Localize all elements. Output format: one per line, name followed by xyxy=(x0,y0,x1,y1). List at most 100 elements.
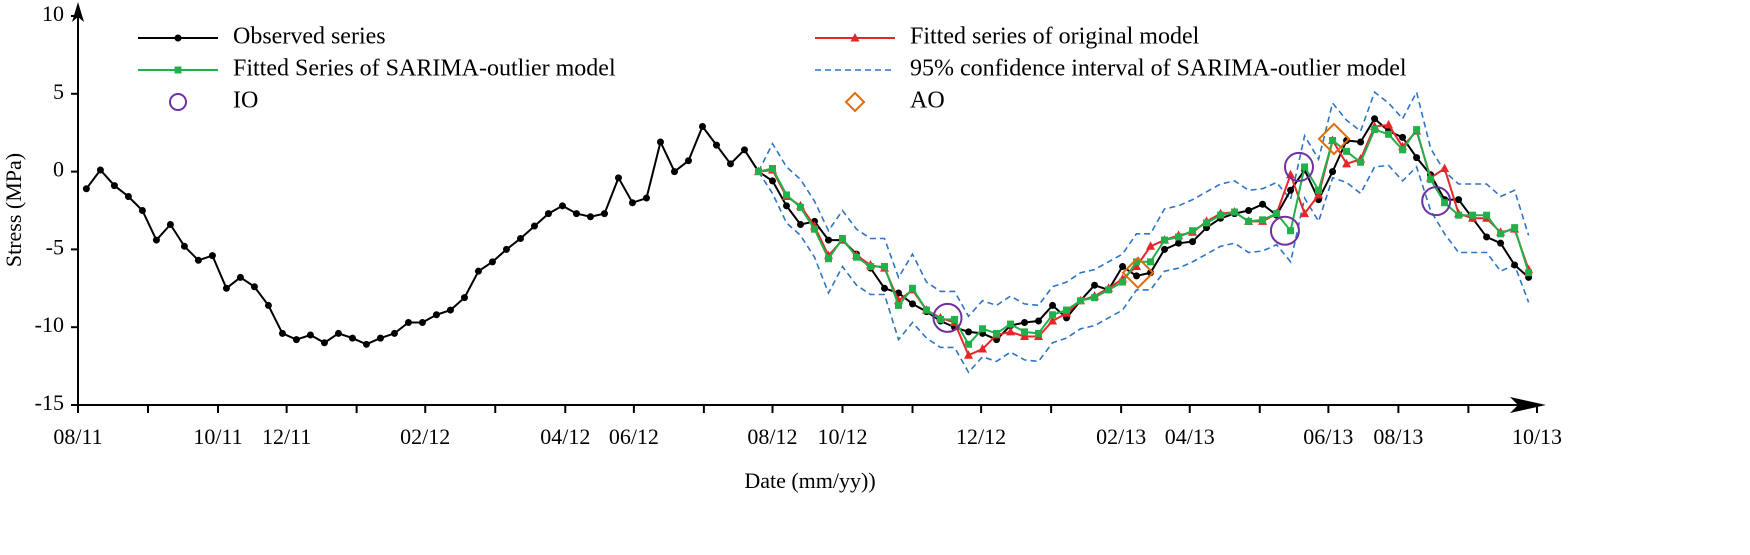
point xyxy=(951,315,959,323)
x-tick-label: 08/11 xyxy=(53,424,102,449)
point xyxy=(222,284,230,292)
point xyxy=(1175,233,1183,241)
point xyxy=(1259,200,1267,208)
series-line xyxy=(757,89,1530,318)
point xyxy=(1357,138,1365,146)
point xyxy=(1189,227,1197,235)
point xyxy=(460,294,468,302)
point xyxy=(825,255,833,263)
x-tick-label: 06/12 xyxy=(609,424,659,449)
x-tick-label: 12/12 xyxy=(956,424,1006,449)
point xyxy=(264,301,272,309)
outlier-marker xyxy=(932,302,963,333)
outlier-marker xyxy=(1269,215,1300,246)
point xyxy=(1245,217,1253,225)
point xyxy=(1035,317,1043,325)
point xyxy=(1119,263,1127,271)
point xyxy=(432,311,440,319)
outlier-marker xyxy=(1317,122,1351,156)
legend-label: IO xyxy=(233,88,258,114)
point xyxy=(600,210,608,218)
point xyxy=(1441,199,1449,207)
point xyxy=(782,191,790,199)
point xyxy=(712,141,720,149)
point xyxy=(684,157,692,165)
point xyxy=(516,235,524,243)
point xyxy=(1287,186,1295,194)
point xyxy=(1399,133,1407,141)
point xyxy=(909,284,917,292)
point xyxy=(1342,158,1352,168)
point xyxy=(1483,211,1491,219)
point xyxy=(1231,208,1239,216)
point xyxy=(1399,146,1407,154)
point xyxy=(320,339,328,347)
y-tick-label: 5 xyxy=(53,79,64,104)
point xyxy=(964,350,974,359)
series-line xyxy=(85,117,1530,346)
y-tick-label: -10 xyxy=(35,312,64,337)
point xyxy=(530,222,538,230)
point xyxy=(614,174,622,182)
point xyxy=(1049,311,1057,319)
point xyxy=(1021,328,1029,336)
legend-label: 95% confidence interval of SARIMA-outlie… xyxy=(910,56,1407,82)
point xyxy=(1315,186,1323,194)
point xyxy=(124,192,132,200)
point xyxy=(965,328,973,336)
point xyxy=(670,168,678,176)
point xyxy=(306,331,314,339)
point xyxy=(909,300,917,308)
point xyxy=(544,210,552,218)
point xyxy=(1273,210,1281,218)
point xyxy=(768,177,776,185)
point xyxy=(1413,126,1421,134)
point xyxy=(474,267,482,275)
x-axis-title: Date (mm/yy)) xyxy=(744,468,875,493)
legend-swatch xyxy=(174,34,182,42)
outlier-marker xyxy=(1283,151,1314,182)
point xyxy=(923,306,931,314)
point xyxy=(1300,208,1310,218)
point xyxy=(96,166,104,174)
point xyxy=(656,138,664,146)
point xyxy=(979,325,987,333)
point xyxy=(1469,211,1477,219)
point xyxy=(1384,119,1394,129)
point xyxy=(194,256,202,264)
outlier-marker xyxy=(1121,256,1155,290)
point xyxy=(1455,196,1463,204)
point xyxy=(993,329,1001,337)
point xyxy=(418,319,426,327)
y-tick-label: -5 xyxy=(46,234,64,259)
point xyxy=(782,202,790,210)
point xyxy=(1427,175,1435,183)
point xyxy=(138,207,146,214)
point xyxy=(1371,115,1379,123)
point xyxy=(1483,233,1491,241)
point xyxy=(978,343,988,353)
point xyxy=(1021,319,1029,327)
point xyxy=(586,213,594,221)
point xyxy=(348,334,356,342)
point xyxy=(502,245,510,253)
point xyxy=(1343,147,1351,155)
point xyxy=(1133,258,1141,266)
legend-swatch xyxy=(174,66,182,74)
point xyxy=(1147,258,1155,266)
point xyxy=(1371,126,1379,134)
point xyxy=(965,340,973,348)
point xyxy=(1132,261,1142,271)
legend-label: Observed series xyxy=(233,24,386,50)
point xyxy=(390,329,398,337)
point xyxy=(1105,286,1113,294)
legend-label: Fitted Series of SARIMA-outlier model xyxy=(233,56,616,82)
point xyxy=(1161,236,1169,244)
point xyxy=(1175,239,1183,247)
point xyxy=(1133,272,1141,280)
x-tick-label: 02/12 xyxy=(400,424,450,449)
point xyxy=(628,199,636,207)
point xyxy=(1007,320,1015,328)
point xyxy=(1314,189,1324,199)
point xyxy=(867,263,875,271)
